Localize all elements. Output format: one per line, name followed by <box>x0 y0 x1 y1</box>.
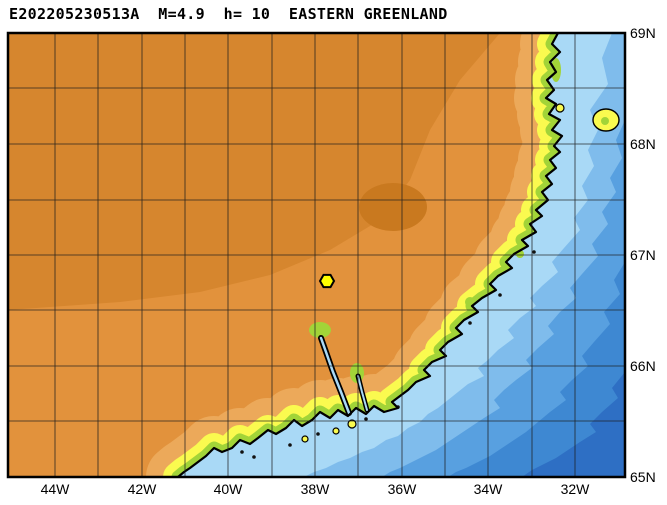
islet-dot <box>316 432 320 436</box>
islet-dot <box>252 455 256 459</box>
lowland-patch <box>309 322 331 338</box>
ocean-depth-band-deep <box>522 372 625 477</box>
island <box>347 419 357 429</box>
land-highland-region <box>8 33 500 310</box>
lon-label-32w: 32W <box>560 481 590 497</box>
epicenter-marker <box>318 273 336 289</box>
ocean-depth-band-4 <box>448 262 625 477</box>
lat-label-69n: 69N <box>630 25 656 41</box>
lat-label-68n: 68N <box>630 136 656 152</box>
map-frame <box>6 31 627 479</box>
fjord-inlet-water <box>319 336 351 415</box>
land-dark-patch <box>359 183 427 231</box>
lon-label-38w: 38W <box>300 481 330 497</box>
island-lowland <box>601 117 609 125</box>
islet-dot <box>364 417 368 421</box>
island <box>301 435 309 443</box>
map-title: E202205230513A M=4.9 h= 10 EASTERN GREEN… <box>9 5 448 23</box>
islet-dot <box>240 450 244 454</box>
lon-label-42w: 42W <box>127 481 157 497</box>
islet-dot <box>532 250 536 254</box>
lat-label-66n: 66N <box>630 358 656 374</box>
lat-label-65n: 65N <box>630 469 656 485</box>
islet-dot <box>288 443 292 447</box>
lon-label-36w: 36W <box>387 481 417 497</box>
lon-label-44w: 44W <box>40 481 70 497</box>
island <box>555 103 565 113</box>
lat-label-67n: 67N <box>630 247 656 263</box>
islet-dot <box>498 293 502 297</box>
lon-label-40w: 40W <box>213 481 243 497</box>
island <box>332 427 340 435</box>
lon-label-34w: 34W <box>473 481 503 497</box>
islet-dot <box>468 321 472 325</box>
grid <box>8 33 625 477</box>
fjord-inlet-water <box>357 375 368 411</box>
